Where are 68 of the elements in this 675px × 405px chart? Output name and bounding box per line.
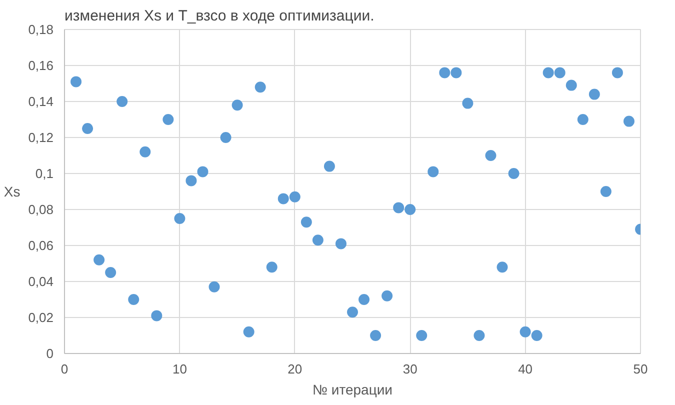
point bbox=[128, 294, 140, 305]
point bbox=[623, 116, 634, 127]
point bbox=[370, 330, 382, 341]
point bbox=[151, 310, 162, 322]
point bbox=[289, 191, 300, 202]
point bbox=[404, 204, 416, 215]
y-tick-label: 0,08 bbox=[28, 202, 54, 217]
point bbox=[612, 67, 623, 78]
y-tick-label: 0,18 bbox=[28, 22, 54, 37]
point bbox=[208, 281, 220, 292]
point bbox=[531, 330, 542, 341]
point bbox=[347, 306, 358, 318]
y-tick-label: 0,12 bbox=[28, 130, 54, 145]
x-tick-label: 10 bbox=[172, 362, 187, 376]
point bbox=[312, 234, 324, 246]
point bbox=[70, 76, 82, 88]
point bbox=[232, 100, 243, 111]
point bbox=[439, 67, 450, 78]
point bbox=[197, 166, 208, 178]
point bbox=[577, 114, 588, 125]
y-tick-label: 0,14 bbox=[28, 94, 54, 109]
point bbox=[554, 67, 566, 78]
point bbox=[382, 290, 393, 302]
point bbox=[162, 114, 174, 125]
x-tick-label: 20 bbox=[288, 362, 302, 376]
y-tick-label: 0,1 bbox=[35, 166, 54, 181]
point bbox=[588, 88, 600, 100]
point bbox=[140, 146, 151, 158]
y-tick-label: 0,16 bbox=[28, 58, 54, 73]
y-tick-label: 0,04 bbox=[28, 274, 54, 289]
x-tick-label: 50 bbox=[633, 362, 648, 376]
y-axis-title: Xs bbox=[4, 184, 20, 200]
point bbox=[474, 330, 485, 341]
y-tick-label: 0,06 bbox=[28, 238, 54, 253]
point bbox=[220, 132, 232, 143]
point bbox=[358, 294, 370, 305]
x-axis-title: № итерации bbox=[312, 382, 393, 398]
y-tick-label: 0 bbox=[46, 346, 54, 361]
point bbox=[82, 123, 94, 134]
point bbox=[266, 262, 278, 273]
y-tick-label: 0,02 bbox=[28, 310, 54, 325]
point bbox=[393, 202, 404, 214]
point bbox=[520, 326, 531, 338]
point bbox=[254, 82, 266, 93]
point bbox=[94, 254, 105, 266]
point bbox=[186, 175, 197, 186]
point bbox=[300, 216, 312, 228]
point bbox=[116, 96, 128, 107]
point bbox=[278, 193, 289, 204]
point bbox=[324, 160, 335, 172]
point bbox=[174, 213, 186, 224]
point bbox=[243, 326, 254, 338]
x-tick-label: 30 bbox=[402, 362, 418, 376]
point bbox=[542, 67, 554, 78]
x-tick-label: 40 bbox=[518, 362, 533, 376]
point bbox=[566, 80, 577, 91]
point bbox=[105, 267, 116, 278]
x-tick-label: 0 bbox=[60, 362, 68, 376]
point bbox=[508, 168, 520, 179]
point bbox=[450, 67, 462, 78]
point bbox=[462, 98, 474, 109]
point bbox=[496, 262, 508, 273]
point bbox=[335, 238, 346, 250]
point bbox=[600, 186, 612, 197]
chart-title: изменения Xs и T_взсо в ходе оптимизации. bbox=[64, 8, 374, 24]
point bbox=[485, 150, 496, 161]
point bbox=[416, 330, 428, 341]
point bbox=[428, 166, 439, 178]
